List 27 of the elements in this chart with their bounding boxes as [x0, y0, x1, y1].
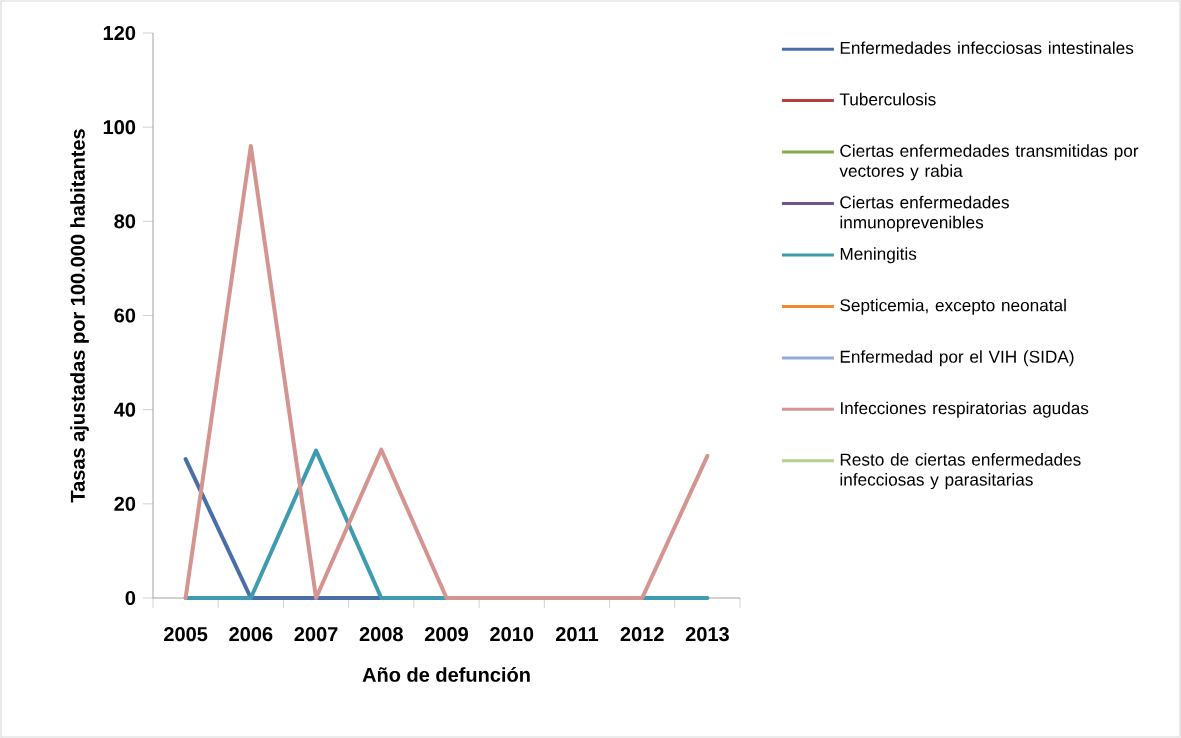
x-tick-label: 2013 — [685, 627, 729, 642]
x-tick-label: 2005 — [164, 627, 208, 642]
legend-label: Enfermedades infecciosas intestinales — [840, 41, 1134, 55]
y-tick-label: 100 — [103, 120, 136, 135]
x-axis-title: Año de defunción — [362, 666, 530, 682]
y-tick-label: 0 — [125, 590, 136, 606]
legend-label: Septicemia, excepto neonatal — [840, 298, 1066, 315]
y-tick-label: 80 — [114, 214, 136, 229]
x-tick-label: 2008 — [359, 627, 403, 642]
y-tick-label: 60 — [114, 308, 136, 323]
y-tick-label: 120 — [103, 25, 136, 41]
legend-label: Resto de ciertas enfermedades infecciosas y parasitarias — [840, 453, 1081, 490]
x-tick-label: 2012 — [620, 627, 664, 642]
legend-label: Ciertas enfermedades inmunoprevenibles — [840, 195, 1009, 232]
legend-label: Tuberculosis — [839, 92, 936, 106]
x-tick-label: 2006 — [229, 627, 273, 642]
legend-label: Enfermedad por el VIH (SIDA) — [840, 350, 1074, 367]
x-tick-label: 2011 — [555, 627, 599, 642]
y-tick-label: 40 — [114, 402, 136, 417]
legend-label: Meningitis — [840, 247, 917, 264]
legend-label: Infecciones respiratorias agudas — [841, 401, 1089, 418]
y-tick-label: 20 — [114, 496, 136, 511]
x-tick-label: 2007 — [294, 627, 338, 642]
x-tick-label: 2009 — [424, 627, 468, 642]
legend-label: Ciertas enfermedades transmitidas por vectores y rabia — [839, 144, 1139, 181]
x-tick-label: 2010 — [490, 627, 534, 642]
y-axis-title: Tasas ajustadas por 100.000 habitantes — [70, 129, 89, 503]
